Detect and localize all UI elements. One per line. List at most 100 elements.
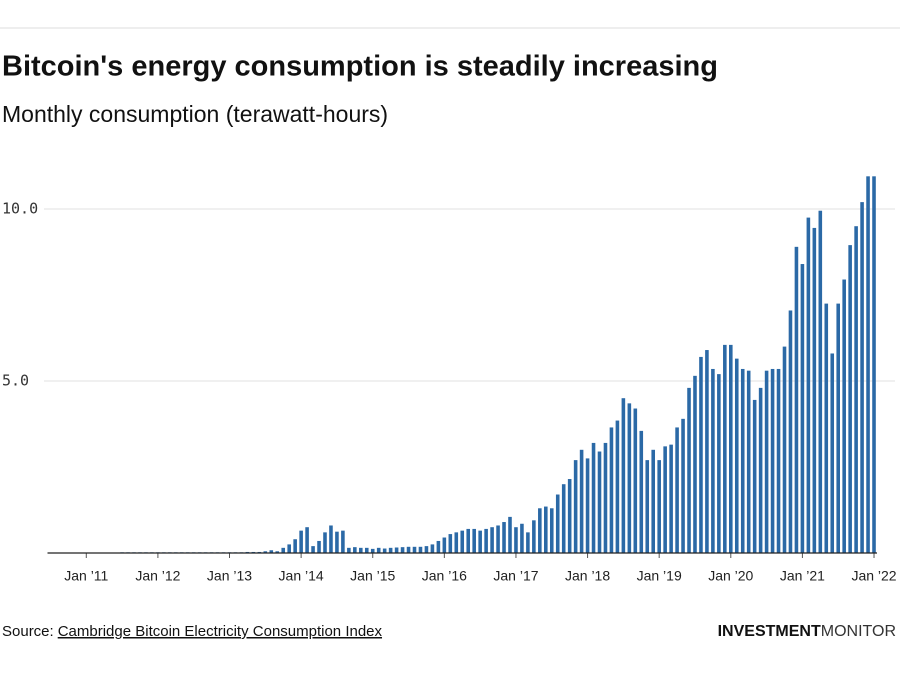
bar <box>669 444 673 553</box>
bar <box>520 523 524 553</box>
bar <box>323 532 327 553</box>
bar <box>818 210 823 553</box>
bar <box>824 303 829 553</box>
bar <box>579 449 584 553</box>
bar <box>549 508 554 553</box>
bar <box>544 506 548 553</box>
bar <box>526 532 530 553</box>
bar <box>621 398 626 553</box>
bar <box>854 226 858 553</box>
bar <box>514 527 518 553</box>
bar <box>740 368 745 553</box>
bar <box>287 544 291 553</box>
bar <box>663 446 667 553</box>
source-label: Source: <box>2 623 54 640</box>
bar <box>657 460 661 553</box>
bar <box>472 528 476 553</box>
bar <box>723 344 727 553</box>
bar <box>269 550 274 553</box>
bar <box>639 430 644 553</box>
bar <box>311 546 315 553</box>
bar <box>263 551 268 553</box>
source-link[interactable]: Cambridge Bitcoin Electricity Consumptio… <box>58 623 383 640</box>
bar <box>717 374 721 553</box>
y-tick-label: 5.0 <box>2 372 29 390</box>
bar <box>830 353 835 553</box>
bar <box>382 548 387 553</box>
x-tick-label: Jan ’18 <box>565 568 610 584</box>
chart-title: Bitcoin's energy consumption is steadily… <box>2 51 718 83</box>
bar <box>848 245 852 553</box>
bar <box>359 547 363 553</box>
bar <box>591 442 596 553</box>
bar <box>424 546 429 553</box>
bar <box>675 427 679 553</box>
bar <box>573 460 578 553</box>
bar <box>341 530 345 553</box>
x-tick-label: Jan ’15 <box>350 568 395 584</box>
bar <box>872 176 876 553</box>
bar <box>281 547 286 553</box>
bar <box>788 310 793 553</box>
brand: INVESTMENTMONITOR <box>718 623 896 640</box>
x-tick-label: Jan ’17 <box>493 568 538 584</box>
chart-subtitle: Monthly consumption (terawatt-hours) <box>2 101 388 127</box>
bar <box>353 547 357 553</box>
x-tick-label: Jan ’22 <box>851 568 896 584</box>
bar <box>508 516 512 553</box>
bar <box>842 279 846 553</box>
source: Source: Cambridge Bitcoin Electricity Con… <box>2 623 383 640</box>
bar <box>496 525 500 553</box>
bar <box>561 484 566 553</box>
bar <box>705 350 709 553</box>
bar <box>567 479 572 553</box>
bar <box>555 494 560 553</box>
bar <box>681 418 685 553</box>
bar <box>603 442 608 553</box>
x-tick-label: Jan ’14 <box>279 568 324 584</box>
bar <box>782 346 787 553</box>
bar <box>746 370 751 553</box>
bar <box>400 547 405 553</box>
bar <box>645 460 650 553</box>
bar <box>364 547 369 553</box>
x-tick-label: Jan ’16 <box>422 568 467 584</box>
x-tick-label: Jan ’19 <box>637 568 682 584</box>
x-tick-label: Jan ’11 <box>64 568 108 584</box>
bar <box>436 540 441 553</box>
bar <box>734 358 739 553</box>
bar <box>866 176 870 553</box>
y-tick-label: 10.0 <box>2 200 38 218</box>
brand-bold: INVESTMENT <box>718 623 821 640</box>
bar <box>711 368 715 553</box>
bar <box>454 532 459 553</box>
bar <box>418 546 423 553</box>
bar <box>764 370 769 553</box>
bar <box>806 217 811 553</box>
bar <box>794 246 799 553</box>
x-tick-label: Jan ’13 <box>207 568 252 584</box>
bar <box>347 547 351 553</box>
bar <box>370 548 375 553</box>
bar <box>538 508 542 553</box>
bar <box>770 368 775 553</box>
brand-light: MONITOR <box>821 623 896 640</box>
bar <box>699 356 703 553</box>
bar <box>394 547 399 553</box>
bar <box>585 458 590 553</box>
bar <box>627 403 632 553</box>
bar <box>430 544 435 553</box>
bar <box>836 303 841 553</box>
bar <box>335 531 339 553</box>
bar <box>460 530 465 553</box>
bar <box>478 530 482 553</box>
bar <box>687 387 691 553</box>
bar <box>412 546 417 553</box>
bar <box>651 449 656 553</box>
bar <box>448 534 453 553</box>
bar <box>776 368 781 553</box>
bar <box>466 528 471 553</box>
bar <box>693 375 697 553</box>
bar <box>388 547 393 553</box>
